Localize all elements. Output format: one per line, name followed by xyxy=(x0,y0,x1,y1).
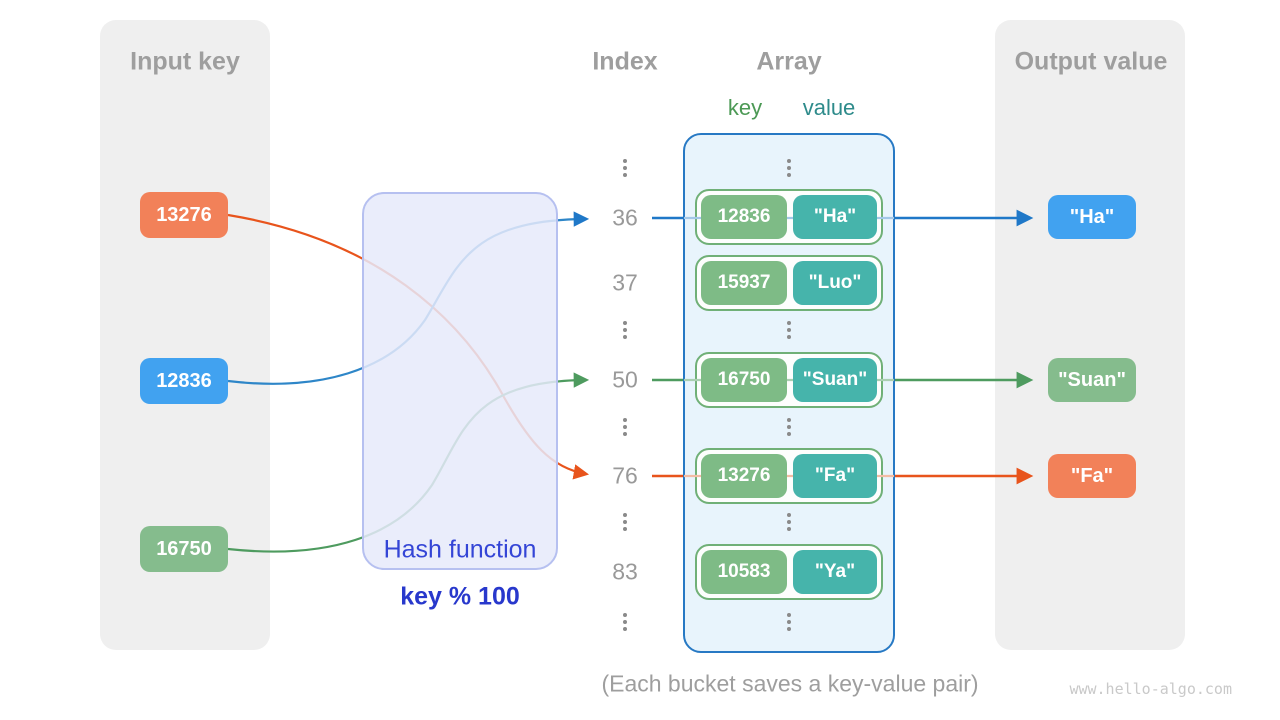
index-ellipsis-bottom xyxy=(623,613,627,631)
index-ellipsis-3 xyxy=(623,418,627,436)
index-36: 36 xyxy=(612,204,638,231)
index-50: 50 xyxy=(612,366,638,393)
array-ellipsis-bottom xyxy=(787,613,791,631)
index-ellipsis-2 xyxy=(623,321,627,339)
bucket-76-value: "Fa" xyxy=(793,454,877,498)
index-37: 37 xyxy=(612,269,638,296)
diagram-caption: (Each bucket saves a key-value pair) xyxy=(601,670,979,697)
bucket-36-key: 12836 xyxy=(701,195,787,239)
bucket-83-value: "Ya" xyxy=(793,550,877,594)
index-ellipsis-top xyxy=(623,159,627,177)
index-83: 83 xyxy=(612,558,638,585)
bucket-50-value: "Suan" xyxy=(793,358,877,402)
output-value-ha: "Ha" xyxy=(1048,195,1136,239)
index-76: 76 xyxy=(612,462,638,489)
watermark: www.hello-algo.com xyxy=(1069,680,1232,698)
input-key-12836: 12836 xyxy=(140,358,228,404)
input-panel-title: Input key xyxy=(130,47,240,76)
bucket-37-value: "Luo" xyxy=(793,261,877,305)
bucket-83-key: 10583 xyxy=(701,550,787,594)
input-key-16750: 16750 xyxy=(140,526,228,572)
output-value-panel xyxy=(995,20,1185,650)
array-ellipsis-2 xyxy=(787,321,791,339)
index-column-title: Index xyxy=(592,47,658,76)
bucket-50-key: 16750 xyxy=(701,358,787,402)
array-title: Array xyxy=(756,47,822,76)
output-value-fa: "Fa" xyxy=(1048,454,1136,498)
bucket-37-key: 15937 xyxy=(701,261,787,305)
hash-function-label: Hash function xyxy=(383,535,537,564)
array-ellipsis-3 xyxy=(787,418,791,436)
output-panel-title: Output value xyxy=(1014,47,1168,76)
bucket-36-value: "Ha" xyxy=(793,195,877,239)
output-value-suan: "Suan" xyxy=(1048,358,1136,402)
array-ellipsis-4 xyxy=(787,513,791,531)
index-ellipsis-4 xyxy=(623,513,627,531)
value-column-header: value xyxy=(802,95,856,120)
bucket-76-key: 13276 xyxy=(701,454,787,498)
key-column-header: key xyxy=(727,95,763,120)
input-key-13276: 13276 xyxy=(140,192,228,238)
hash-function-formula: key % 100 xyxy=(400,582,520,611)
hash-function-text-wrap: Hash function key % 100 xyxy=(362,192,558,611)
array-ellipsis-top xyxy=(787,159,791,177)
